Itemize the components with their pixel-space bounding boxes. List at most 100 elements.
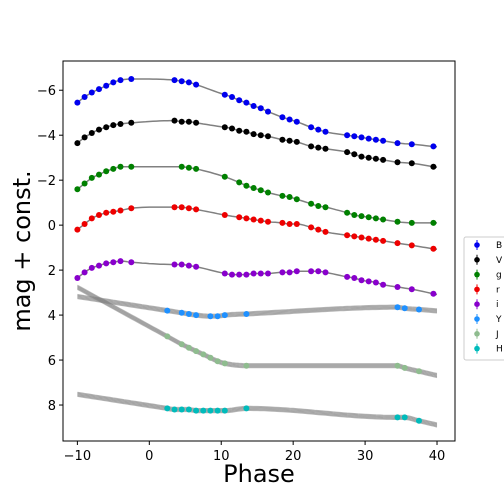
point-g — [315, 203, 322, 209]
point-V — [308, 143, 315, 150]
point-r — [178, 204, 185, 211]
point-H — [185, 406, 192, 413]
point-V — [315, 144, 322, 151]
point-J — [221, 360, 228, 367]
point-J — [193, 348, 200, 355]
model-curve-Y — [77, 293, 438, 315]
point-B — [81, 94, 88, 100]
point-Y — [416, 306, 422, 313]
point-V — [117, 121, 124, 127]
point-B — [117, 77, 124, 84]
point-Y — [193, 312, 200, 319]
point-B — [74, 99, 81, 106]
point-i — [221, 270, 228, 277]
point-B — [88, 89, 95, 96]
point-V — [110, 122, 117, 129]
point-B — [315, 126, 322, 133]
point-V — [103, 124, 110, 131]
point-g — [430, 219, 437, 226]
point-i — [265, 270, 271, 277]
point-g — [365, 214, 372, 221]
point-i — [128, 259, 135, 266]
point-g — [408, 219, 415, 226]
point-g — [286, 194, 293, 200]
point-B — [430, 143, 437, 150]
point-i — [103, 260, 110, 267]
x-tick-label: 40 — [429, 449, 446, 464]
point-B — [308, 124, 315, 131]
point-B — [293, 118, 300, 125]
point-B — [365, 135, 372, 142]
legend-label-B: B — [496, 241, 502, 251]
point-H — [200, 407, 207, 414]
point-r — [221, 212, 228, 218]
point-i — [110, 259, 117, 266]
point-B — [394, 140, 401, 147]
x-tick-label: 20 — [285, 449, 302, 464]
point-V — [430, 163, 437, 170]
point-i — [358, 277, 365, 284]
point-B — [265, 108, 271, 115]
point-V — [279, 136, 286, 143]
point-i — [372, 279, 379, 286]
point-g — [88, 174, 95, 181]
point-g — [351, 212, 358, 218]
point-B — [193, 81, 200, 88]
point-H — [178, 406, 185, 413]
point-i — [178, 261, 185, 268]
point-i — [351, 275, 358, 281]
point-i — [322, 269, 329, 276]
point-B — [110, 79, 117, 86]
point-g — [96, 171, 102, 178]
x-tick-label: 10 — [213, 449, 230, 464]
point-i — [185, 262, 192, 269]
model-curve-J — [77, 284, 438, 375]
point-i — [293, 268, 300, 275]
model-curve-Y — [77, 297, 438, 319]
point-g — [128, 163, 135, 170]
point-r — [344, 232, 351, 239]
point-B — [351, 133, 358, 140]
point-H — [193, 407, 200, 414]
x-tick-label: 0 — [145, 449, 153, 464]
model-curve-J — [77, 285, 438, 375]
point-J — [416, 368, 422, 375]
point-r — [293, 221, 300, 227]
point-g — [322, 204, 329, 211]
point-g — [308, 200, 315, 207]
y-tick-label: −2 — [37, 174, 56, 189]
point-H — [221, 407, 228, 414]
point-r — [286, 221, 293, 227]
point-g — [293, 196, 300, 203]
legend-label-H: H — [496, 345, 503, 355]
point-B — [250, 103, 257, 109]
point-B — [358, 134, 365, 141]
point-r — [380, 237, 387, 244]
point-B — [171, 77, 178, 84]
legend-label-g: g — [496, 271, 502, 281]
point-Y — [401, 305, 408, 312]
point-r — [322, 228, 329, 235]
point-i — [279, 269, 286, 276]
legend-label-V: V — [496, 256, 503, 266]
point-H — [164, 405, 171, 412]
model-curve-J — [77, 288, 438, 379]
point-i — [171, 261, 178, 268]
point-V — [358, 153, 365, 160]
point-i — [96, 262, 102, 269]
model-curve-Y — [77, 295, 438, 317]
point-H — [416, 417, 422, 424]
point-B — [380, 137, 387, 144]
point-r — [110, 208, 117, 215]
point-i — [88, 264, 95, 271]
point-V — [365, 154, 372, 161]
point-r — [81, 221, 88, 227]
point-V — [74, 140, 81, 147]
legend-label-r: r — [496, 285, 500, 295]
point-r — [265, 218, 271, 225]
point-r — [279, 219, 286, 226]
point-g — [380, 216, 387, 223]
y-tick-label: 2 — [48, 264, 56, 279]
point-V — [236, 127, 243, 134]
